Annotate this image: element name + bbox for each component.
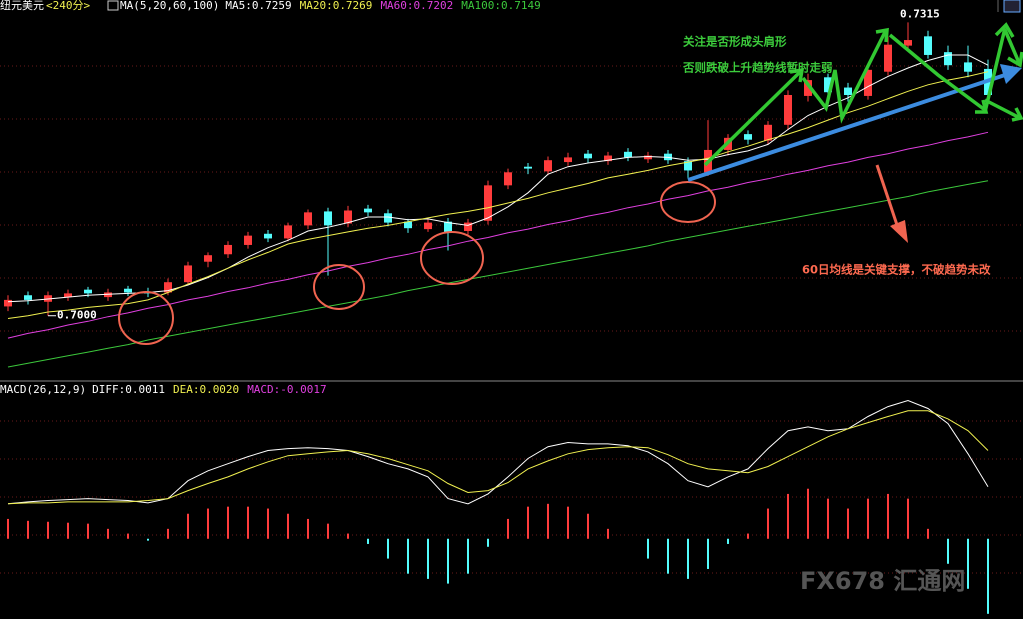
legend: DIFF:0.0011 DEA:0.0020 MACD:-0.0017 bbox=[92, 383, 327, 396]
high-label: 0.7315 bbox=[900, 7, 940, 20]
candle-body bbox=[784, 95, 792, 125]
annotation: 否则跌破上升趋势线暂时走弱 bbox=[682, 61, 833, 75]
indicator-label: MA(5,20,60,100) bbox=[120, 0, 219, 12]
support-arrow bbox=[875, 164, 908, 243]
candle-body bbox=[804, 80, 812, 96]
annotation: 关注是否形成头肩形 bbox=[683, 35, 787, 49]
candle-body bbox=[604, 155, 612, 162]
candle-body bbox=[384, 213, 392, 223]
candle-body bbox=[484, 185, 492, 221]
trend-line bbox=[687, 64, 1022, 182]
candle-body bbox=[324, 211, 332, 226]
candle-body bbox=[184, 265, 192, 283]
chart-subtitle: <240分> bbox=[46, 0, 90, 12]
candle-body bbox=[24, 295, 32, 300]
head-shoulder-arrows bbox=[703, 22, 1023, 167]
candle-body bbox=[744, 134, 752, 140]
candle-body bbox=[424, 222, 432, 230]
candle-body bbox=[244, 235, 252, 245]
candle-body bbox=[464, 222, 472, 231]
candle-body bbox=[164, 282, 172, 293]
candle-body bbox=[124, 288, 132, 293]
candle-body bbox=[624, 151, 632, 158]
candle-body bbox=[584, 153, 592, 159]
ma-line bbox=[7, 71, 989, 319]
candle-body bbox=[844, 87, 852, 95]
legend-entry: MACD:-0.0017 bbox=[247, 383, 326, 396]
candle-body bbox=[444, 221, 452, 232]
candle-body bbox=[404, 221, 412, 229]
candle-body bbox=[284, 225, 292, 239]
candle-body bbox=[224, 244, 232, 255]
legend-entry: DEA:0.0020 bbox=[173, 383, 239, 396]
candle-body bbox=[524, 166, 532, 169]
candle-body bbox=[504, 172, 512, 186]
macd-title: MACD(26,12,9) bbox=[0, 383, 86, 396]
support-circles bbox=[118, 181, 716, 345]
candle-body bbox=[84, 289, 92, 294]
candle-body bbox=[304, 212, 312, 226]
grid bbox=[0, 65, 1023, 574]
macd-line bbox=[7, 399, 989, 505]
legend: MA5:0.7259 MA20:0.7269 MA60:0.7202 MA100:0.… bbox=[225, 0, 540, 12]
candle-body bbox=[944, 52, 952, 66]
legend-entry: MA60:0.7202 bbox=[380, 0, 453, 12]
candle-body bbox=[64, 293, 72, 298]
candle-body bbox=[204, 255, 212, 262]
ma-line bbox=[7, 131, 989, 339]
candle-body bbox=[764, 124, 772, 141]
candle-body bbox=[644, 155, 652, 160]
candle-body bbox=[684, 161, 692, 171]
candle-body bbox=[904, 40, 912, 46]
candle-body bbox=[364, 208, 372, 213]
indicator-icon bbox=[107, 0, 119, 11]
legend-entry: DIFF:0.0011 bbox=[92, 383, 165, 396]
watermark: FX678 汇通网 bbox=[800, 567, 965, 595]
candle-body bbox=[4, 299, 12, 307]
expand-button[interactable] bbox=[1003, 0, 1021, 13]
candle-body bbox=[344, 210, 352, 224]
ma-line bbox=[7, 180, 989, 368]
candle-body bbox=[924, 36, 932, 55]
candle-body bbox=[564, 157, 572, 163]
candle-body bbox=[264, 233, 272, 239]
candle-body bbox=[884, 44, 892, 72]
chart-title: 纽元美元 bbox=[0, 0, 44, 12]
low-label: 0.7000 bbox=[57, 309, 97, 322]
candle-body bbox=[864, 69, 872, 96]
candle-body bbox=[544, 160, 552, 172]
legend-entry: MA20:0.7269 bbox=[300, 0, 373, 12]
candle-body bbox=[824, 77, 832, 93]
candle-body bbox=[964, 62, 972, 72]
macd-line bbox=[7, 410, 989, 505]
legend-entry: MA5:0.7259 bbox=[225, 0, 291, 12]
annotation: 60日均线是关键支撑，不破趋势未改 bbox=[802, 263, 991, 277]
legend-entry: MA100:0.7149 bbox=[461, 0, 540, 12]
